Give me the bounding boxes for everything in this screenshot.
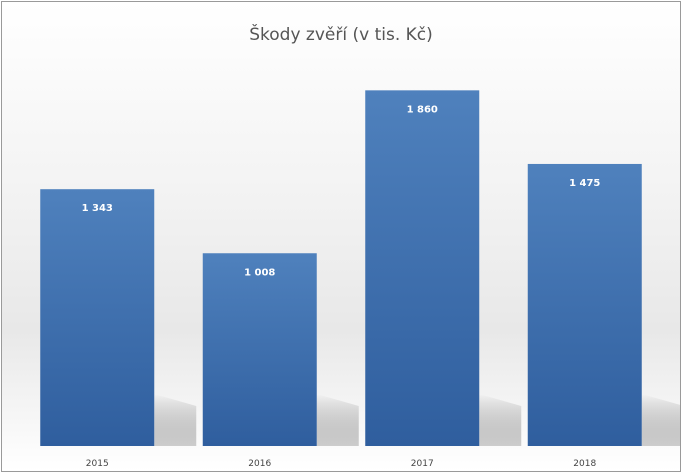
data-label-2017: 1 860	[407, 104, 438, 115]
bar-shadow	[641, 394, 680, 446]
chart-title: Škody zvěří (v tis. Kč)	[249, 25, 433, 45]
bar-shadow	[154, 394, 197, 446]
bar-2017	[365, 90, 480, 446]
bar-shadow	[316, 394, 359, 446]
bar-2015	[40, 189, 155, 446]
data-label-2015: 1 343	[82, 203, 113, 214]
data-label-2016: 1 008	[244, 267, 275, 278]
data-label-2018: 1 475	[569, 178, 600, 189]
x-tick-label-2018: 2018	[573, 459, 596, 469]
x-tick-label-2017: 2017	[411, 459, 434, 469]
x-tick-label-2015: 2015	[86, 459, 109, 469]
bar-2018	[527, 163, 642, 446]
x-tick-label-2016: 2016	[248, 459, 271, 469]
bar-2016	[202, 253, 317, 446]
bar-shadow	[479, 394, 522, 446]
